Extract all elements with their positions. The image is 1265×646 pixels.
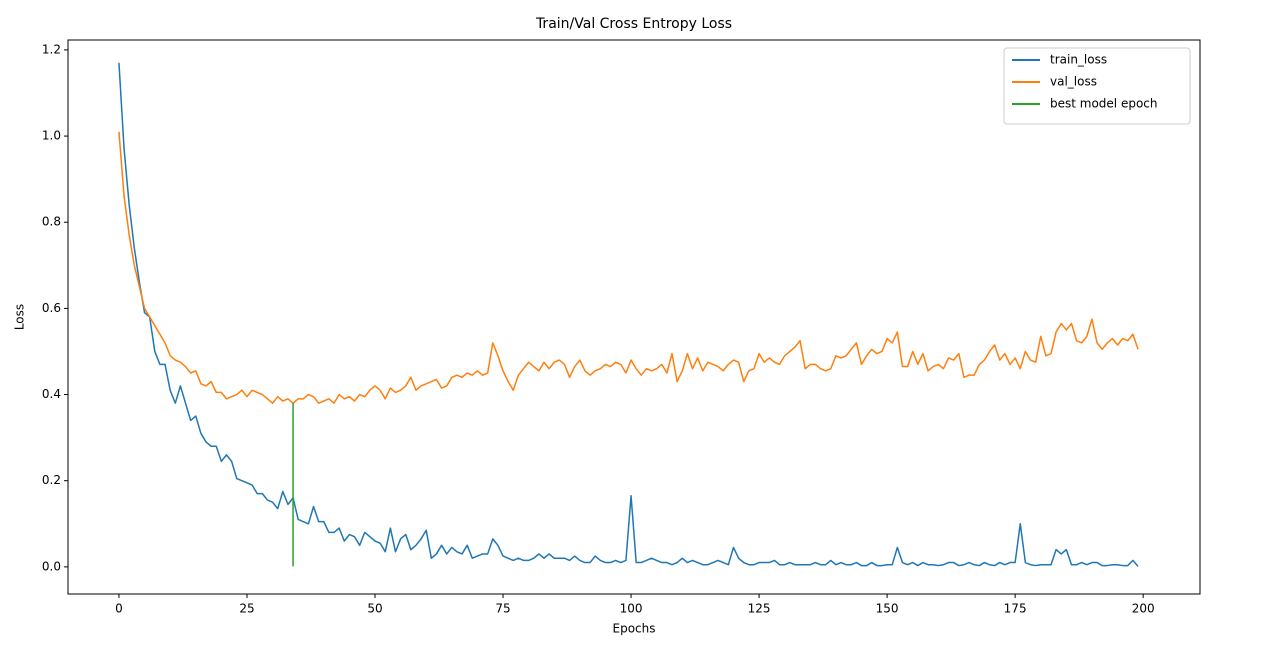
chart-title: Train/Val Cross Entropy Loss	[535, 16, 732, 32]
legend-label: val_loss	[1050, 75, 1097, 89]
y-tick-label: 1.2	[42, 42, 61, 56]
x-tick-label: 125	[748, 602, 771, 616]
x-tick-label: 50	[367, 602, 382, 616]
x-tick-label: 75	[495, 602, 510, 616]
x-tick-label: 175	[1004, 602, 1027, 616]
y-tick-label: 0.6	[42, 301, 61, 315]
legend-label: best model epoch	[1050, 97, 1158, 111]
x-tick-label: 200	[1132, 602, 1155, 616]
plot-frame	[67, 39, 1201, 595]
x-tick-label: 0	[115, 602, 123, 616]
legend-label: train_loss	[1050, 53, 1107, 67]
series-line	[118, 62, 1139, 567]
y-tick-label: 1.0	[42, 129, 61, 143]
x-tick-label: 150	[876, 602, 899, 616]
x-tick-label: 100	[620, 602, 643, 616]
x-axis-label: Epochs	[613, 622, 656, 636]
y-tick-label: 0.4	[42, 387, 61, 401]
y-tick-label: 0.2	[42, 473, 61, 487]
x-tick-label: 25	[239, 602, 254, 616]
y-tick-label: 0.0	[42, 559, 61, 573]
y-tick-label: 0.8	[42, 215, 61, 229]
y-axis-label: Loss	[13, 304, 27, 330]
series-line	[118, 131, 1139, 404]
legend-box	[1003, 47, 1191, 125]
